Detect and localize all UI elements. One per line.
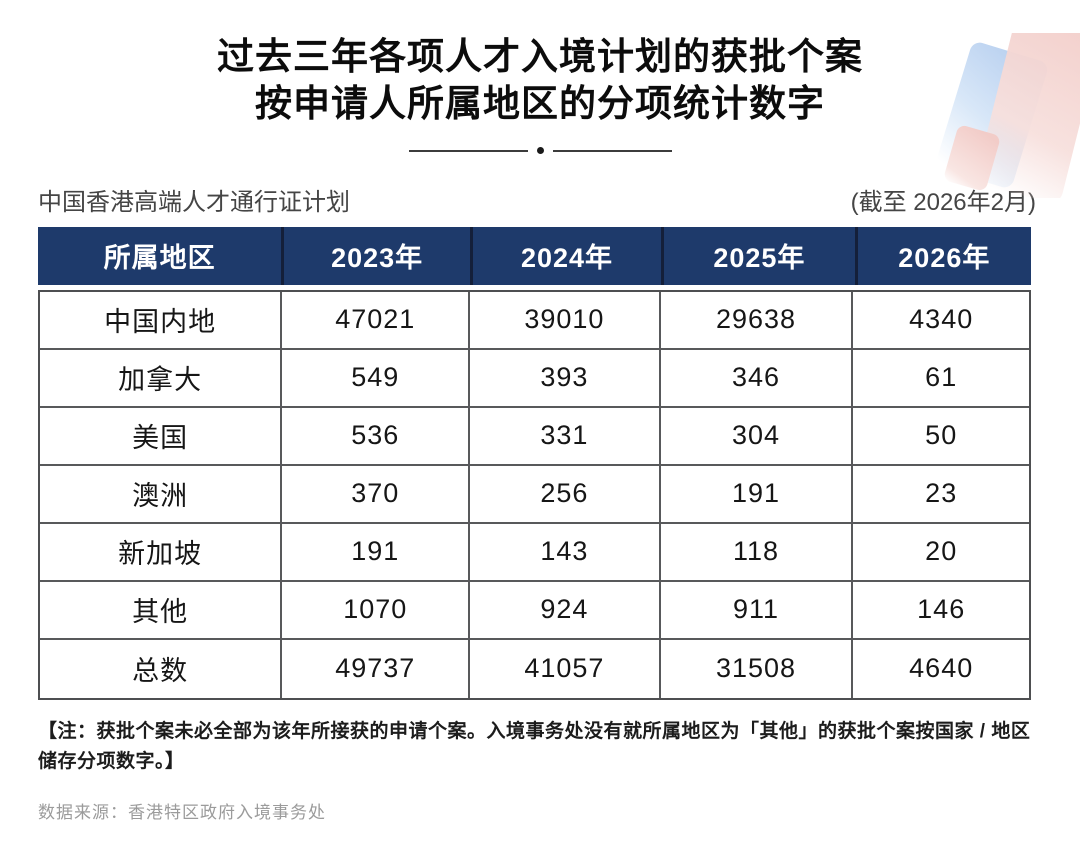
value-cell: 304: [660, 407, 854, 466]
header-cell-region: 所属地区: [103, 243, 216, 274]
value-cell: 191: [282, 523, 471, 582]
value-cell: 393: [470, 349, 661, 408]
value-cell: 536: [282, 407, 471, 466]
value-cell: 50: [853, 407, 1029, 466]
value-cell: 41057: [470, 639, 661, 698]
value-cell: 549: [282, 349, 471, 408]
stats-table: 所属地区 2023年 2024年 2025年 2026年 中国内地 47021 39010 2…: [38, 226, 1031, 700]
page-title: 过去三年各项人才入境计划的获批个案 按申请人所属地区的分项统计数字: [0, 33, 1080, 128]
region-cell: 美国: [40, 407, 283, 466]
region-cell: 中国内地: [40, 291, 283, 350]
subtitle-row: 中国香港高端人才通行证计划 (截至 2026年2月): [38, 182, 1036, 217]
value-cell: 49737: [282, 639, 471, 698]
table-row: 加拿大 549 393 346 61: [40, 349, 1029, 408]
region-cell: 澳洲: [40, 465, 283, 524]
value-cell: 31508: [660, 639, 854, 698]
divider-line-right: [552, 149, 672, 152]
divider-line-left: [408, 149, 528, 152]
as-of-date: (截至 2026年2月): [850, 188, 1036, 216]
value-cell: 47021: [282, 291, 471, 350]
table-row: 中国内地 47021 39010 29638 4340: [40, 291, 1029, 350]
table-row: 其他 1070 924 911 146: [40, 581, 1029, 640]
header-cell-year: 2025年: [661, 226, 855, 285]
value-cell: 118: [660, 523, 854, 582]
value-cell: 4640: [853, 639, 1029, 698]
scheme-name: 中国香港高端人才通行证计划: [38, 188, 350, 216]
value-cell: 4340: [853, 291, 1029, 350]
value-cell: 346: [660, 349, 854, 408]
value-cell: 39010: [470, 291, 661, 350]
page-title-line2: 按申请人所属地区的分项统计数字: [255, 83, 825, 125]
table-body: 中国内地 47021 39010 29638 4340 加拿大 549 393 346 61 美国 5…: [38, 289, 1031, 700]
table-row: 美国 536 331 304 50: [40, 407, 1029, 466]
value-cell: 924: [470, 581, 661, 640]
value-cell: 370: [282, 465, 471, 524]
data-source: 数据来源：香港特区政府入境事务处: [38, 802, 326, 822]
header-cell-year: 2026年: [854, 226, 1031, 285]
value-cell: 29638: [660, 291, 854, 350]
value-cell: 191: [660, 465, 854, 524]
header-cell-year: 2024年: [469, 226, 661, 285]
value-cell: 23: [853, 465, 1029, 524]
page-title-line1: 过去三年各项人才入境计划的获批个案: [217, 36, 863, 77]
table-row: 澳洲 370 256 191 23: [40, 465, 1029, 524]
region-cell: 其他: [40, 581, 283, 640]
value-cell: 20: [853, 523, 1029, 582]
value-cell: 1070: [282, 581, 471, 640]
value-cell: 61: [853, 349, 1029, 408]
header-cell-year: 2023年: [281, 226, 470, 285]
region-cell: 总数: [40, 639, 283, 698]
title-divider: [0, 147, 1080, 155]
table-row: 总数 49737 41057 31508 4640: [40, 639, 1029, 698]
value-cell: 911: [660, 581, 854, 640]
table-header-row: 所属地区 2023年 2024年 2025年 2026年: [38, 226, 1031, 285]
region-cell: 加拿大: [40, 349, 283, 408]
page-root: { "page": { "title_line1": "过去三年各项人才入境计划…: [0, 33, 1080, 856]
footnote: 【注：获批个案未必全部为该年所接获的申请个案。入境事务处没有就所属地区为「其他」…: [38, 720, 1031, 773]
value-cell: 256: [470, 465, 661, 524]
table-row: 新加坡 191 143 118 20: [40, 523, 1029, 582]
value-cell: 143: [470, 523, 661, 582]
value-cell: 331: [470, 407, 661, 466]
region-cell: 新加坡: [40, 523, 283, 582]
divider-dot: [536, 147, 544, 155]
value-cell: 146: [853, 581, 1029, 640]
